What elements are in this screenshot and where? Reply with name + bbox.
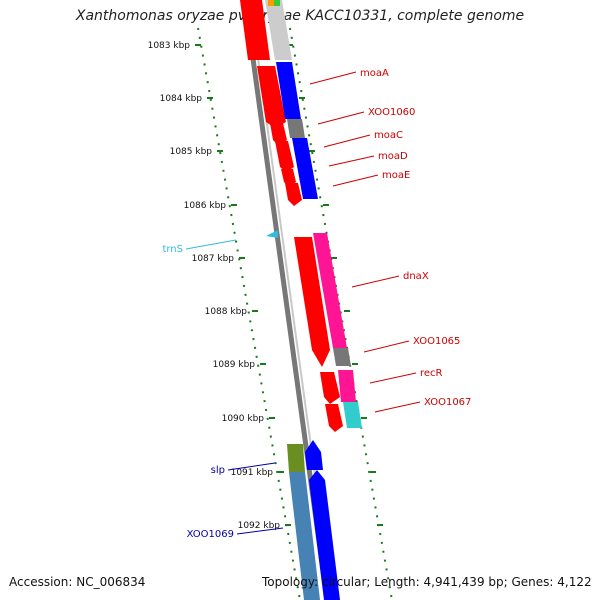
gene-label-XOO1069[interactable]: XOO1069 <box>187 529 234 540</box>
gene-label-slp[interactable]: slp <box>211 465 225 476</box>
feature-XOO1060[interactable] <box>287 119 305 138</box>
kbp-tick-label: 1087 kbp <box>192 254 235 264</box>
gene-label-moaD[interactable]: moaD <box>378 151 408 162</box>
feature-dnaX[interactable] <box>294 233 347 367</box>
feature-moaA-lane-a[interactable] <box>257 66 286 128</box>
gene-label-recR[interactable]: recR <box>420 368 443 379</box>
gene-label-leader <box>317 111 365 125</box>
feature-moaE[interactable] <box>281 169 302 206</box>
feature-moaA-lane-b[interactable] <box>276 62 301 119</box>
gene-label-XOO1067[interactable]: XOO1067 <box>424 397 471 408</box>
kbp-tick-label: 1090 kbp <box>222 414 265 424</box>
gene-label-dnaX[interactable]: dnaX <box>403 271 429 282</box>
accession-text: Accession: NC_006834 <box>9 575 146 589</box>
kbp-tick-label: 1091 kbp <box>231 468 274 478</box>
gene-label-XOO1060[interactable]: XOO1060 <box>368 107 415 118</box>
topology-text: Topology: circular; Length: 4,941,439 bp… <box>262 575 592 589</box>
gene-label-leader <box>374 401 421 413</box>
gene-label-moaC[interactable]: moaC <box>374 130 403 141</box>
feature-moaD[interactable] <box>275 138 318 199</box>
gene-label-leader <box>309 71 357 85</box>
kbp-tick-label: 1086 kbp <box>184 201 227 211</box>
feature-XOO1069[interactable] <box>289 470 340 600</box>
kbp-tick-label: 1088 kbp <box>205 307 248 317</box>
gene-label-leader <box>332 174 379 187</box>
kbp-tick-label: 1089 kbp <box>213 360 256 370</box>
feature-recR[interactable] <box>320 370 356 404</box>
gene-label-moaE[interactable]: moaE <box>382 170 410 181</box>
gene-label-XOO1065[interactable]: XOO1065 <box>413 336 460 347</box>
feature-XOO1065[interactable] <box>333 348 351 366</box>
gene-labels: moaA XOO1060 moaC moaD moaE trnS dnaX XOO1065 re… <box>162 68 471 540</box>
gene-label-leader <box>185 239 237 250</box>
gene-label-leader <box>323 134 371 148</box>
map-title: Xanthomonas oryzae pv. oryzae KACC10331,… <box>75 8 525 24</box>
gene-label-leader <box>351 275 400 288</box>
gene-label-leader <box>236 527 284 535</box>
feature-moaC[interactable] <box>270 123 287 146</box>
feature-slp[interactable] <box>287 440 323 472</box>
gene-label-moaA[interactable]: moaA <box>360 68 389 79</box>
feature-XOO1067[interactable] <box>325 402 362 432</box>
kbp-tick-label: 1085 kbp <box>170 147 213 157</box>
gene-label-trnS[interactable]: trnS <box>162 244 183 255</box>
gene-label-leader <box>363 340 410 353</box>
gene-label-leader <box>369 372 417 384</box>
gene-label-leader <box>227 462 276 471</box>
gene-label-leader <box>328 155 375 167</box>
kbp-tick-label: 1092 kbp <box>238 521 281 531</box>
kbp-ticks: 1083 kbp 1084 kbp 1085 kbp 1086 kbp 1087 kbp… <box>148 41 383 531</box>
kbp-tick-label: 1084 kbp <box>160 94 203 104</box>
feature-trnS[interactable] <box>266 230 278 238</box>
top-lane-stubs <box>240 0 292 60</box>
kbp-tick-label: 1083 kbp <box>148 41 191 51</box>
